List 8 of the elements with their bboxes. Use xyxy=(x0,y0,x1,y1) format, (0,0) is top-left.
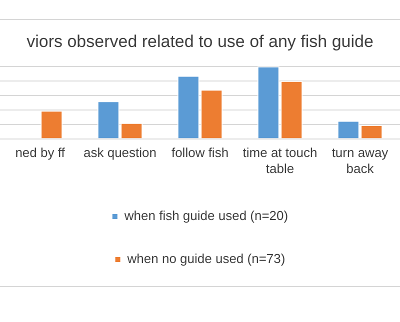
x-tick-label: ask question xyxy=(84,145,156,160)
x-tick-label: time at touch table xyxy=(242,145,318,176)
x-tick-label: turn away back xyxy=(332,145,389,176)
x-tick-label: follow fish xyxy=(171,145,229,160)
legend-label: when fish guide used (n=20) xyxy=(123,208,288,224)
x-tick-label: ned by ff xyxy=(15,145,66,160)
legend-label: when no guide used (n=73) xyxy=(126,251,286,266)
chart-title: viors observed related to use of any fish guide xyxy=(26,32,374,51)
